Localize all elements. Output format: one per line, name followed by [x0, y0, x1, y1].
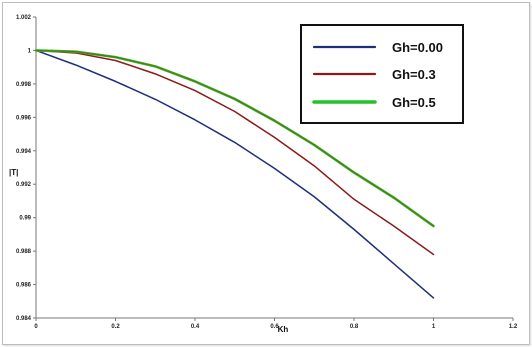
y-tick-label: 1.002	[16, 15, 32, 21]
x-axis-label: Kh	[278, 325, 289, 334]
legend-label: Gh=0.00	[392, 40, 443, 55]
y-axis-label: |T|	[9, 168, 18, 177]
series-line-gh-0-5-overlay	[35, 49, 435, 227]
x-tick-label: 0	[34, 324, 38, 330]
series-lines	[34, 49, 435, 299]
y-tick-label: 0.994	[16, 149, 32, 155]
tick-labels: 0 0.2 0.4 0.6 0.8 1 1.2 0.984 0.986 0.988 0.99 0.99…	[16, 15, 518, 330]
y-tick-label: 0.992	[16, 182, 32, 188]
legend-label: Gh=0.3	[392, 67, 436, 82]
y-tick-label: 0.988	[16, 249, 32, 255]
x-tick-label: 1.2	[509, 324, 518, 330]
axes	[33, 16, 514, 321]
x-tick-label: 0.8	[350, 324, 359, 330]
y-tick-label: 1	[28, 48, 32, 54]
x-tick-label: 0.6	[270, 324, 279, 330]
y-tick-label: 0.998	[16, 82, 32, 88]
legend-label: Gh=0.5	[392, 95, 436, 110]
y-tick-label: 0.986	[16, 283, 32, 289]
series-line-gh-0-00	[35, 49, 435, 299]
y-tick-label: 0.996	[16, 115, 32, 121]
legend-items: Gh=0.00 Gh=0.3 Gh=0.5	[312, 40, 443, 110]
x-tick-label: 0.2	[111, 324, 120, 330]
series-line-gh-0-3	[35, 49, 435, 256]
legend: Gh=0.00 Gh=0.3 Gh=0.5	[300, 24, 464, 124]
y-tick-label: 0.984	[16, 316, 32, 322]
x-tick-label: 1	[432, 324, 436, 330]
x-tick-label: 0.4	[191, 324, 200, 330]
y-tick-label: 0.99	[19, 216, 31, 222]
